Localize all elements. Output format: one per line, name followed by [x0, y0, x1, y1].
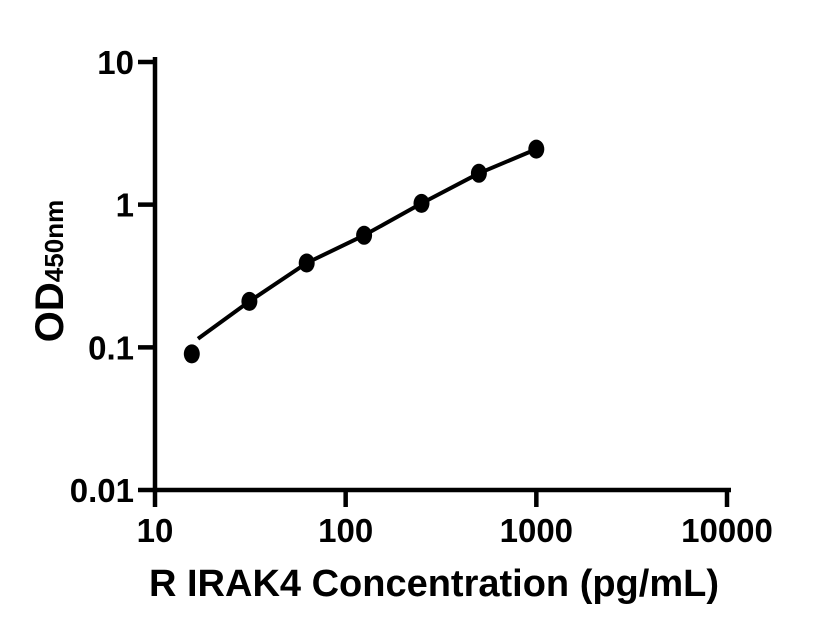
data-point-marker	[528, 139, 545, 159]
data-point-marker	[298, 253, 315, 273]
x-tick-label: 100	[318, 512, 373, 549]
x-tick-label: 10	[137, 512, 174, 549]
y-axis-title: OD450nm	[28, 200, 72, 342]
y-axis-title-subscript: 450nm	[39, 200, 69, 282]
data-point-marker	[356, 225, 373, 245]
x-tick-label: 10000	[681, 512, 773, 549]
data-point-marker	[241, 291, 258, 311]
data-point-marker	[470, 163, 487, 183]
y-tick-label: 10	[97, 44, 134, 81]
x-axis-title: R IRAK4 Concentration (pg/mL)	[149, 563, 719, 605]
y-tick-label: 0.01	[70, 472, 134, 509]
y-tick-label: 0.1	[88, 329, 134, 366]
x-tick-label: 1000	[500, 512, 573, 549]
y-tick-label: 1	[116, 187, 134, 224]
y-axis-title-main: OD	[28, 282, 72, 342]
data-point-marker	[413, 193, 430, 213]
data-point-marker	[183, 344, 200, 364]
